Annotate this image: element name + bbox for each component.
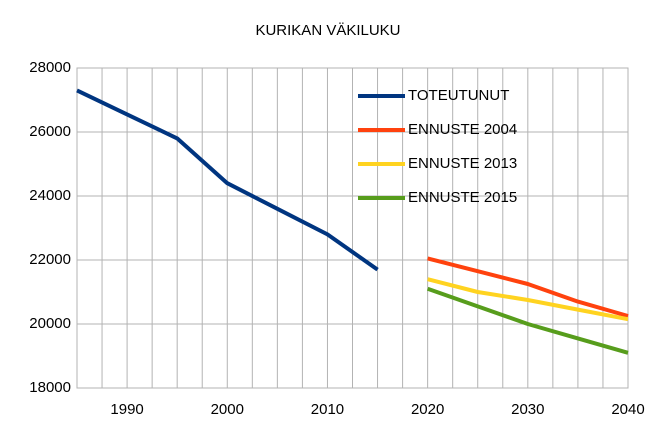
- data-line: [76, 88, 379, 272]
- chart-title: KURIKAN VÄKILUKU: [255, 22, 400, 39]
- x-tick-label: 2020: [411, 401, 444, 418]
- x-tick-label: 2000: [211, 401, 244, 418]
- y-tick-label: 20000: [29, 315, 71, 332]
- data-line: [427, 256, 629, 318]
- y-tick-label: 24000: [29, 187, 71, 204]
- legend-label: ENNUSTE 2015: [408, 189, 517, 206]
- y-tick-label: 26000: [29, 123, 71, 140]
- x-tick-label: 1990: [110, 401, 143, 418]
- y-tick-label: 22000: [29, 251, 71, 268]
- legend-label: ENNUSTE 2013: [408, 155, 517, 172]
- legend-label: ENNUSTE 2004: [408, 121, 517, 138]
- x-tick-label: 2030: [511, 401, 544, 418]
- data-line: [426, 286, 629, 355]
- y-tick-label: 28000: [29, 59, 71, 76]
- y-tick-label: 18000: [29, 379, 71, 396]
- plot-frame: [76, 67, 629, 389]
- x-tick-label: 2010: [311, 401, 344, 418]
- x-tick-label: 2040: [611, 401, 644, 418]
- data-line: [427, 277, 629, 322]
- legend-label: TOTEUTUNUT: [408, 87, 509, 104]
